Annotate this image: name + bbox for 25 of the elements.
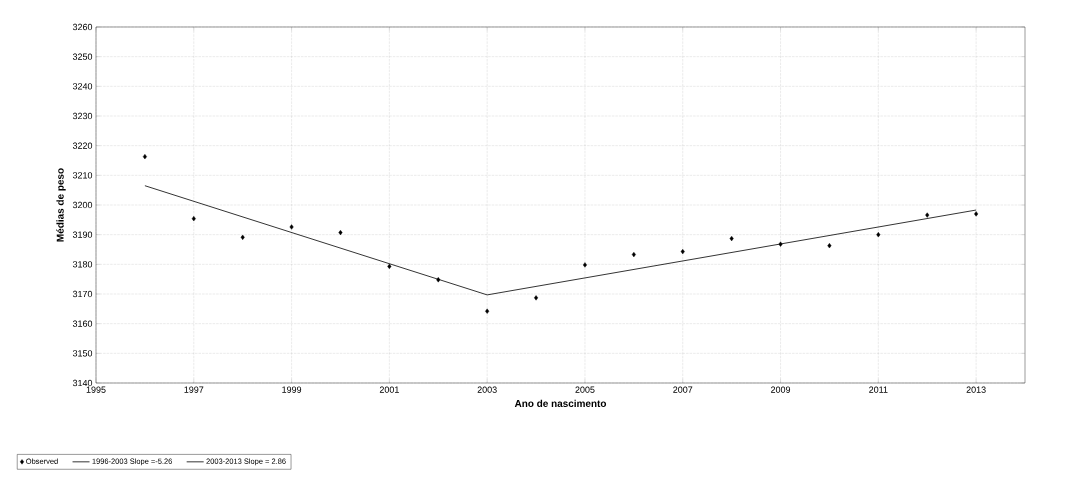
x-tick-label: 2009 bbox=[771, 386, 791, 393]
y-tick-label: 3250 bbox=[72, 53, 93, 60]
x-tick-label: 2001 bbox=[379, 386, 399, 393]
y-tick-label: 3140 bbox=[72, 379, 93, 387]
x-tick-label: 2005 bbox=[575, 386, 595, 393]
x-tick-label: 2003 bbox=[477, 386, 497, 393]
y-tick-label: 3170 bbox=[72, 290, 93, 298]
y-tick-label: 3210 bbox=[72, 172, 93, 179]
y-tick-label: 3220 bbox=[72, 142, 93, 149]
x-tick-label: 2013 bbox=[966, 386, 986, 393]
x-tick-label: 1999 bbox=[282, 386, 302, 393]
y-tick-label: 3160 bbox=[72, 320, 93, 327]
x-axis-title: Ano de nascimento bbox=[514, 399, 607, 408]
y-tick-label: 3200 bbox=[72, 201, 93, 209]
x-tick-label: 2011 bbox=[869, 386, 888, 393]
y-tick-label: 3230 bbox=[72, 112, 93, 120]
y-axis-title: Médias de peso bbox=[56, 168, 66, 242]
y-tick-label: 3180 bbox=[72, 261, 93, 268]
y-tick-label: 3150 bbox=[72, 350, 93, 357]
x-tick-label: 1997 bbox=[184, 386, 204, 393]
y-tick-label: 3240 bbox=[72, 83, 93, 90]
x-tick-label: 2007 bbox=[673, 386, 693, 393]
y-tick-label: 3260 bbox=[72, 23, 93, 31]
x-tick-label: 1995 bbox=[86, 386, 106, 393]
y-tick-label: 3190 bbox=[72, 231, 93, 238]
